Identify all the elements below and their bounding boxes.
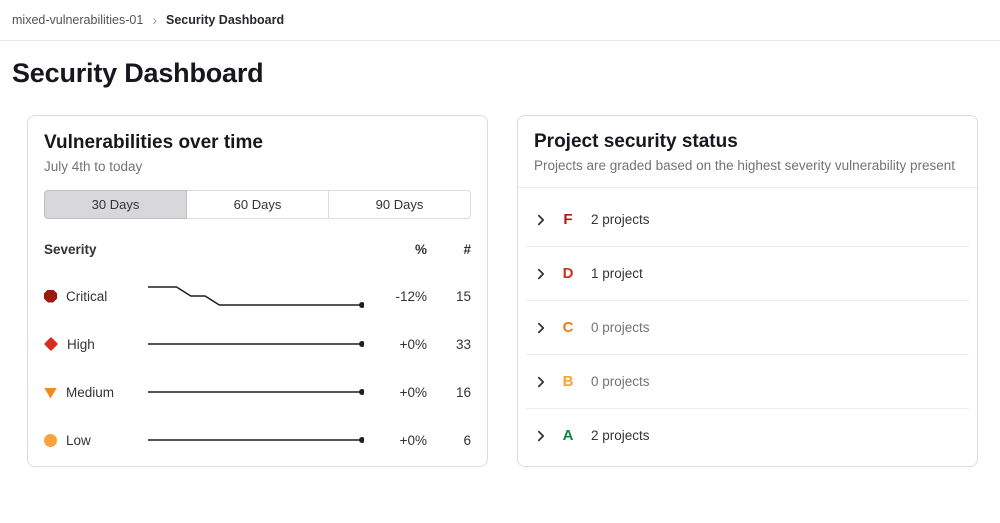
breadcrumb-chevron-icon: › — [152, 12, 157, 28]
grade-count-label: 1 project — [591, 266, 643, 281]
severity-high-icon — [43, 336, 59, 352]
grade-list: F 2 projects D 1 project C 0 projects — [518, 188, 977, 462]
grade-count-label: 0 projects — [591, 320, 650, 335]
severity-label: High — [67, 336, 95, 352]
grade-count-label: 2 projects — [591, 212, 650, 227]
medium-trend-sparkline — [148, 389, 364, 395]
vuln-card-date-range: July 4th to today — [44, 159, 143, 174]
table-row-high-label: High — [43, 320, 146, 368]
breadcrumb: mixed-vulnerabilities-01 › Security Dash… — [0, 0, 1000, 41]
low-percent-change: +0% — [399, 432, 427, 448]
severity-medium-icon — [44, 387, 57, 399]
grade-row-d[interactable]: D 1 project — [526, 247, 969, 300]
severity-table: Severity % # Critical -12% 15 High — [43, 242, 471, 464]
chevron-right-icon — [534, 321, 548, 335]
grade-row-b[interactable]: B 0 projects — [526, 355, 969, 408]
chevron-right-icon — [534, 375, 548, 389]
row-divider — [526, 246, 969, 247]
vuln-card-title: Vulnerabilities over time — [44, 132, 263, 153]
tab-60-days[interactable]: 60 Days — [186, 190, 329, 219]
page-title: Security Dashboard — [12, 58, 264, 88]
severity-low-icon — [44, 433, 57, 447]
row-divider — [526, 408, 969, 409]
critical-trend-sparkline — [148, 286, 364, 308]
medium-count: 16 — [455, 384, 471, 400]
high-trend-sparkline — [148, 341, 364, 347]
grade-row-f[interactable]: F 2 projects — [526, 193, 969, 246]
row-divider — [526, 354, 969, 355]
status-card-subtitle: Projects are graded based on the highest… — [534, 158, 955, 173]
table-row-low-label: Low — [44, 416, 146, 464]
table-row-critical-label: Critical — [44, 272, 146, 320]
chevron-right-icon — [534, 429, 548, 443]
breadcrumb-project-link[interactable]: mixed-vulnerabilities-01 — [12, 13, 144, 27]
tab-90-days[interactable]: 90 Days — [328, 190, 471, 219]
status-card-title: Project security status — [534, 131, 738, 152]
breadcrumb-current: Security Dashboard — [165, 13, 285, 27]
tab-30-days[interactable]: 30 Days — [44, 190, 187, 219]
grade-letter-c: C — [562, 319, 574, 336]
critical-percent-change: -12% — [395, 288, 427, 304]
severity-critical-icon — [44, 289, 57, 303]
high-percent-change: +0% — [399, 336, 427, 352]
row-divider — [526, 300, 969, 301]
percent-column-header: % — [414, 242, 427, 257]
critical-count: 15 — [455, 288, 471, 304]
severity-label: Critical — [66, 288, 108, 304]
high-count: 33 — [455, 336, 471, 352]
grade-row-c[interactable]: C 0 projects — [526, 301, 969, 354]
grade-letter-a: A — [562, 427, 574, 444]
day-range-tabs: 30 Days 60 Days 90 Days — [44, 190, 471, 219]
grade-letter-f: F — [563, 211, 573, 228]
severity-column-header: Severity — [44, 242, 97, 257]
chevron-right-icon — [534, 267, 548, 281]
medium-percent-change: +0% — [399, 384, 427, 400]
chevron-right-icon — [534, 213, 548, 227]
vulnerabilities-over-time-card: Vulnerabilities over time July 4th to to… — [27, 115, 488, 467]
grade-letter-d: D — [562, 265, 574, 282]
severity-label: Medium — [66, 384, 115, 400]
severity-label: Low — [66, 432, 91, 448]
table-row-medium-label: Medium — [44, 368, 146, 416]
count-column-header: # — [463, 242, 471, 257]
grade-letter-b: B — [562, 373, 574, 390]
low-trend-sparkline — [148, 437, 364, 443]
low-count: 6 — [463, 432, 471, 448]
grade-row-a[interactable]: A 2 projects — [526, 409, 969, 462]
dashboard-cards: Vulnerabilities over time July 4th to to… — [27, 115, 978, 467]
grade-count-label: 0 projects — [591, 374, 650, 389]
project-security-status-card: Project security status Projects are gra… — [517, 115, 978, 467]
grade-count-label: 2 projects — [591, 428, 650, 443]
